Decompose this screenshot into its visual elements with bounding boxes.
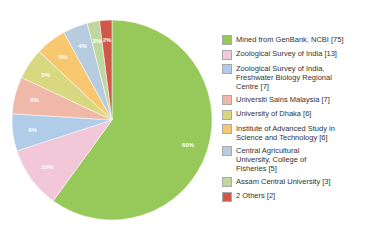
html-text:Zoological Survey of India, Fr: Zoological Survey of India, Freshwater B… <box>236 63 332 91</box>
svg-text:60%: 60% <box>182 142 195 148</box>
svg-text:2%: 2% <box>93 38 102 44</box>
svg-text:2%: 2% <box>103 37 112 43</box>
svg-text:10%: 10% <box>41 164 54 170</box>
svg-text:4%: 4% <box>78 43 87 49</box>
svg-text:5%: 5% <box>41 72 50 78</box>
html-text:2 Others [2]: 2 Others [2] <box>236 191 276 200</box>
html-text:Mined from GenBank, NCBI [75]: Mined from GenBank, NCBI [75] <box>236 34 344 44</box>
html-text:Assam Central University [3]: Assam Central University [3] <box>236 176 331 186</box>
html-text:Institute of Advanced Study in: Institute of Advanced Study in Science a… <box>236 123 335 142</box>
svg-text:6%: 6% <box>30 97 39 103</box>
html-text:Central Agricultural Universit: Central Agricultural University, College… <box>236 145 307 173</box>
svg-text:5%: 5% <box>59 54 68 60</box>
html-text:University of Dhaka [6]: University of Dhaka [6] <box>236 109 312 118</box>
html-text:Zoological Survey of India [13: Zoological Survey of India [13] <box>236 49 337 58</box>
html-text:Universiti Sains Malaysia [7]: Universiti Sains Malaysia [7] <box>236 94 330 104</box>
svg-text:6%: 6% <box>28 127 37 133</box>
